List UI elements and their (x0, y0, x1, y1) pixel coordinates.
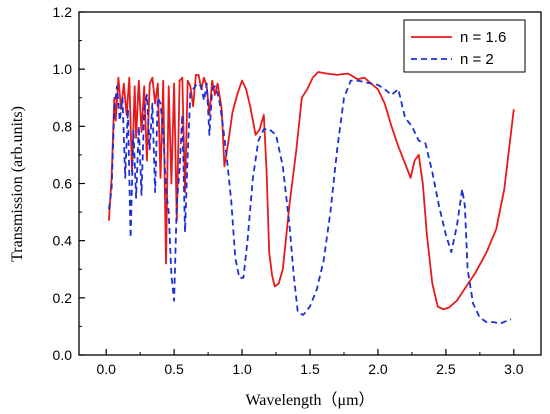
legend-box (403, 19, 526, 73)
x-tick-label: 0.0 (96, 361, 116, 377)
x-axis-title: Wavelength（μm） (245, 391, 374, 409)
y-tick-label: 0.4 (53, 233, 73, 249)
x-tick-label: 0.5 (164, 361, 184, 377)
y-axis-title: Transmission (arb.units) (9, 106, 26, 262)
legend: n = 1.6 n = 2 (403, 19, 526, 73)
y-tick-label: 1.2 (53, 4, 73, 20)
x-axis-ticks: 0.0 0.5 1.0 1.5 2.0 2.5 3.0 (96, 349, 524, 377)
series-line-n-2 (108, 79, 512, 325)
x-tick-label: 1.0 (232, 361, 252, 377)
x-tick-label: 2.5 (436, 361, 456, 377)
y-axis-ticks: 0.0 0.2 0.4 0.6 0.8 1.0 1.2 (53, 4, 85, 363)
series-line-n-1-6 (108, 71, 515, 311)
x-tick-label: 1.5 (300, 361, 320, 377)
legend-label-n-2: n = 2 (460, 51, 494, 68)
y-tick-label: 0.8 (53, 118, 73, 134)
legend-label-n-1-6: n = 1.6 (460, 29, 506, 46)
y-tick-label: 0.0 (53, 347, 73, 363)
y-tick-label: 0.2 (53, 290, 73, 306)
x-tick-label: 3.0 (504, 361, 524, 377)
y-tick-label: 0.6 (53, 176, 73, 192)
plot-lines (108, 71, 515, 325)
x-tick-label: 2.0 (368, 361, 388, 377)
y-tick-label: 1.0 (53, 61, 73, 77)
